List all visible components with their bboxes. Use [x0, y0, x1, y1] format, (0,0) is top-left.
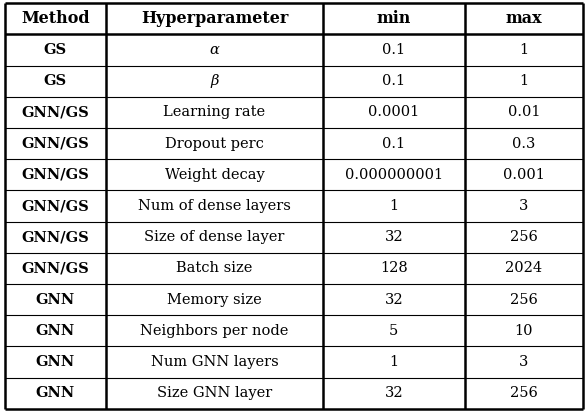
Text: 10: 10 — [514, 324, 533, 338]
Text: β: β — [210, 74, 219, 88]
Text: 3: 3 — [519, 199, 529, 213]
Text: 32: 32 — [385, 386, 403, 400]
Text: Batch size: Batch size — [176, 261, 253, 275]
Text: 1: 1 — [519, 74, 529, 88]
Text: GNN: GNN — [36, 355, 75, 369]
Text: 256: 256 — [510, 230, 538, 244]
Text: 0.1: 0.1 — [382, 74, 405, 88]
Text: 1: 1 — [389, 199, 398, 213]
Text: 3: 3 — [519, 355, 529, 369]
Text: Num GNN layers: Num GNN layers — [151, 355, 278, 369]
Text: 0.3: 0.3 — [512, 137, 536, 151]
Text: 0.1: 0.1 — [382, 137, 405, 151]
Text: Memory size: Memory size — [167, 293, 262, 307]
Text: GNN: GNN — [36, 386, 75, 400]
Text: GNN/GS: GNN/GS — [21, 261, 89, 275]
Text: Weight decay: Weight decay — [165, 168, 265, 182]
Text: GNN/GS: GNN/GS — [21, 168, 89, 182]
Text: 2024: 2024 — [506, 261, 543, 275]
Text: 0.001: 0.001 — [503, 168, 545, 182]
Text: GNN/GS: GNN/GS — [21, 199, 89, 213]
Text: Num of dense layers: Num of dense layers — [138, 199, 291, 213]
Text: min: min — [377, 10, 411, 27]
Text: 1: 1 — [519, 43, 529, 57]
Text: Neighbors per node: Neighbors per node — [141, 324, 289, 338]
Text: GS: GS — [44, 74, 67, 88]
Text: 128: 128 — [380, 261, 407, 275]
Text: 0.01: 0.01 — [508, 105, 540, 119]
Text: 32: 32 — [385, 230, 403, 244]
Text: Learning rate: Learning rate — [163, 105, 266, 119]
Text: Dropout perc: Dropout perc — [165, 137, 264, 151]
Text: GNN/GS: GNN/GS — [21, 137, 89, 151]
Text: max: max — [506, 10, 542, 27]
Text: GNN/GS: GNN/GS — [21, 105, 89, 119]
Text: 1: 1 — [389, 355, 398, 369]
Text: 0.1: 0.1 — [382, 43, 405, 57]
Text: GS: GS — [44, 43, 67, 57]
Text: Hyperparameter: Hyperparameter — [141, 10, 288, 27]
Text: Method: Method — [21, 10, 89, 27]
Text: 256: 256 — [510, 386, 538, 400]
Text: GNN: GNN — [36, 293, 75, 307]
Text: GNN/GS: GNN/GS — [21, 230, 89, 244]
Text: 0.000000001: 0.000000001 — [345, 168, 443, 182]
Text: 5: 5 — [389, 324, 399, 338]
Text: GNN: GNN — [36, 324, 75, 338]
Text: 0.0001: 0.0001 — [368, 105, 419, 119]
Text: Size GNN layer: Size GNN layer — [157, 386, 272, 400]
Text: 32: 32 — [385, 293, 403, 307]
Text: Size of dense layer: Size of dense layer — [144, 230, 285, 244]
Text: α: α — [209, 43, 219, 57]
Text: 256: 256 — [510, 293, 538, 307]
